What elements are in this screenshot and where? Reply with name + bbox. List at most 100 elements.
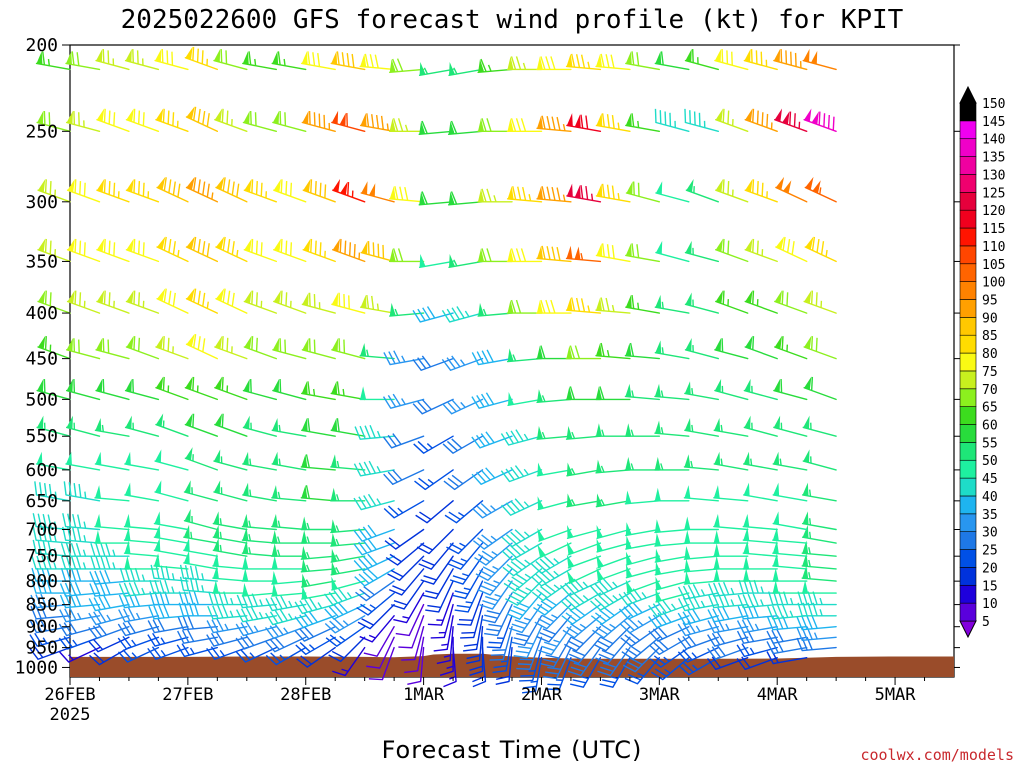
barb-full bbox=[495, 680, 510, 686]
barb-flag bbox=[155, 376, 164, 390]
barb-flag bbox=[449, 61, 455, 76]
barb-full bbox=[395, 632, 410, 637]
barb-full bbox=[308, 292, 311, 307]
barb-full bbox=[152, 632, 161, 646]
barb-full bbox=[133, 290, 136, 305]
wind-barb bbox=[624, 456, 660, 471]
barb-full bbox=[123, 582, 131, 596]
wind-barb bbox=[94, 513, 130, 531]
barb-full bbox=[632, 602, 643, 614]
barb-full bbox=[556, 246, 561, 261]
barb-full bbox=[37, 513, 42, 528]
barb-flag bbox=[331, 418, 338, 432]
barb-flag bbox=[507, 300, 514, 314]
colorbar-label: 150 bbox=[982, 97, 1005, 112]
barb-full bbox=[132, 49, 134, 63]
barb-full bbox=[88, 612, 97, 625]
wind-barb bbox=[715, 238, 749, 263]
wind-barb bbox=[235, 606, 277, 623]
wind-barb bbox=[474, 542, 513, 566]
barb-full bbox=[227, 290, 231, 305]
barb-full bbox=[235, 623, 245, 636]
barb-full bbox=[421, 191, 428, 205]
barb-flag bbox=[272, 338, 280, 352]
wind-barb bbox=[265, 636, 307, 653]
barb-shaft bbox=[271, 62, 307, 71]
barb-full bbox=[236, 594, 244, 608]
barb-shaft bbox=[330, 466, 366, 471]
barb-half bbox=[147, 191, 150, 199]
colorbar-min-arrow bbox=[959, 620, 977, 639]
colorbar-label: 25 bbox=[982, 544, 998, 559]
colorbar-segment bbox=[959, 263, 977, 282]
barb-full bbox=[299, 642, 311, 653]
barb-half bbox=[54, 491, 57, 499]
wind-barb bbox=[537, 542, 572, 559]
barb-half bbox=[401, 355, 406, 363]
barb-half bbox=[670, 603, 677, 610]
barb-shaft bbox=[685, 189, 719, 203]
barb-half bbox=[562, 123, 566, 131]
barb-full bbox=[545, 688, 560, 691]
wind-barb bbox=[684, 240, 719, 263]
barb-full bbox=[122, 622, 131, 635]
barb-shaft bbox=[212, 577, 248, 582]
barb-flag bbox=[331, 292, 339, 306]
barb-full bbox=[250, 606, 259, 620]
barb-shaft bbox=[540, 568, 572, 587]
colorbar-label: 55 bbox=[982, 436, 998, 451]
wind-barb bbox=[475, 555, 513, 581]
barb-full bbox=[610, 54, 615, 69]
barb-flag bbox=[596, 459, 603, 473]
barb-full bbox=[151, 646, 162, 658]
barb-full bbox=[711, 632, 721, 646]
wind-barb bbox=[565, 297, 602, 314]
barb-full bbox=[422, 594, 437, 600]
wind-barb bbox=[744, 178, 778, 203]
barb-half bbox=[317, 602, 323, 609]
barb-flag bbox=[626, 181, 633, 195]
barb-full bbox=[231, 292, 235, 307]
barb-shaft bbox=[414, 626, 425, 661]
barb-full bbox=[221, 108, 224, 123]
barb-flag bbox=[361, 240, 368, 255]
barb-full bbox=[69, 582, 77, 596]
wind-barb bbox=[398, 615, 425, 649]
barb-flag bbox=[773, 451, 780, 466]
wind-barb bbox=[802, 48, 837, 71]
wind-barb bbox=[271, 51, 307, 71]
barb-half bbox=[289, 300, 292, 308]
barb-half bbox=[277, 491, 281, 499]
wind-barb bbox=[743, 451, 778, 471]
barb-flag bbox=[685, 292, 692, 306]
barb-full bbox=[222, 604, 229, 618]
y-tick-label: 950 bbox=[25, 638, 58, 659]
barb-flag bbox=[574, 185, 581, 199]
barb-full bbox=[600, 297, 605, 311]
barb-full bbox=[108, 292, 111, 306]
barb-shaft bbox=[301, 62, 336, 71]
barb-shaft bbox=[65, 626, 101, 637]
barb-full bbox=[150, 564, 155, 579]
barb-full bbox=[480, 469, 491, 481]
barb-full bbox=[477, 553, 491, 563]
barb-half bbox=[336, 494, 340, 502]
barb-half bbox=[248, 547, 252, 555]
barb-full bbox=[313, 339, 316, 354]
barb-full bbox=[736, 620, 745, 633]
wind-barb bbox=[332, 646, 366, 677]
barb-full bbox=[294, 630, 305, 642]
barb-shaft bbox=[126, 646, 160, 663]
barb-half bbox=[402, 616, 410, 619]
barb-flag bbox=[745, 178, 753, 193]
barb-half bbox=[106, 614, 112, 622]
barb-flag bbox=[330, 532, 337, 547]
barb-full bbox=[451, 474, 464, 485]
barb-full bbox=[796, 616, 803, 630]
wind-barb bbox=[536, 186, 572, 203]
barb-flag bbox=[537, 115, 544, 129]
barb-full bbox=[343, 339, 346, 354]
barb-full bbox=[501, 504, 512, 516]
wind-barb bbox=[117, 635, 160, 650]
wind-barb bbox=[384, 528, 425, 550]
